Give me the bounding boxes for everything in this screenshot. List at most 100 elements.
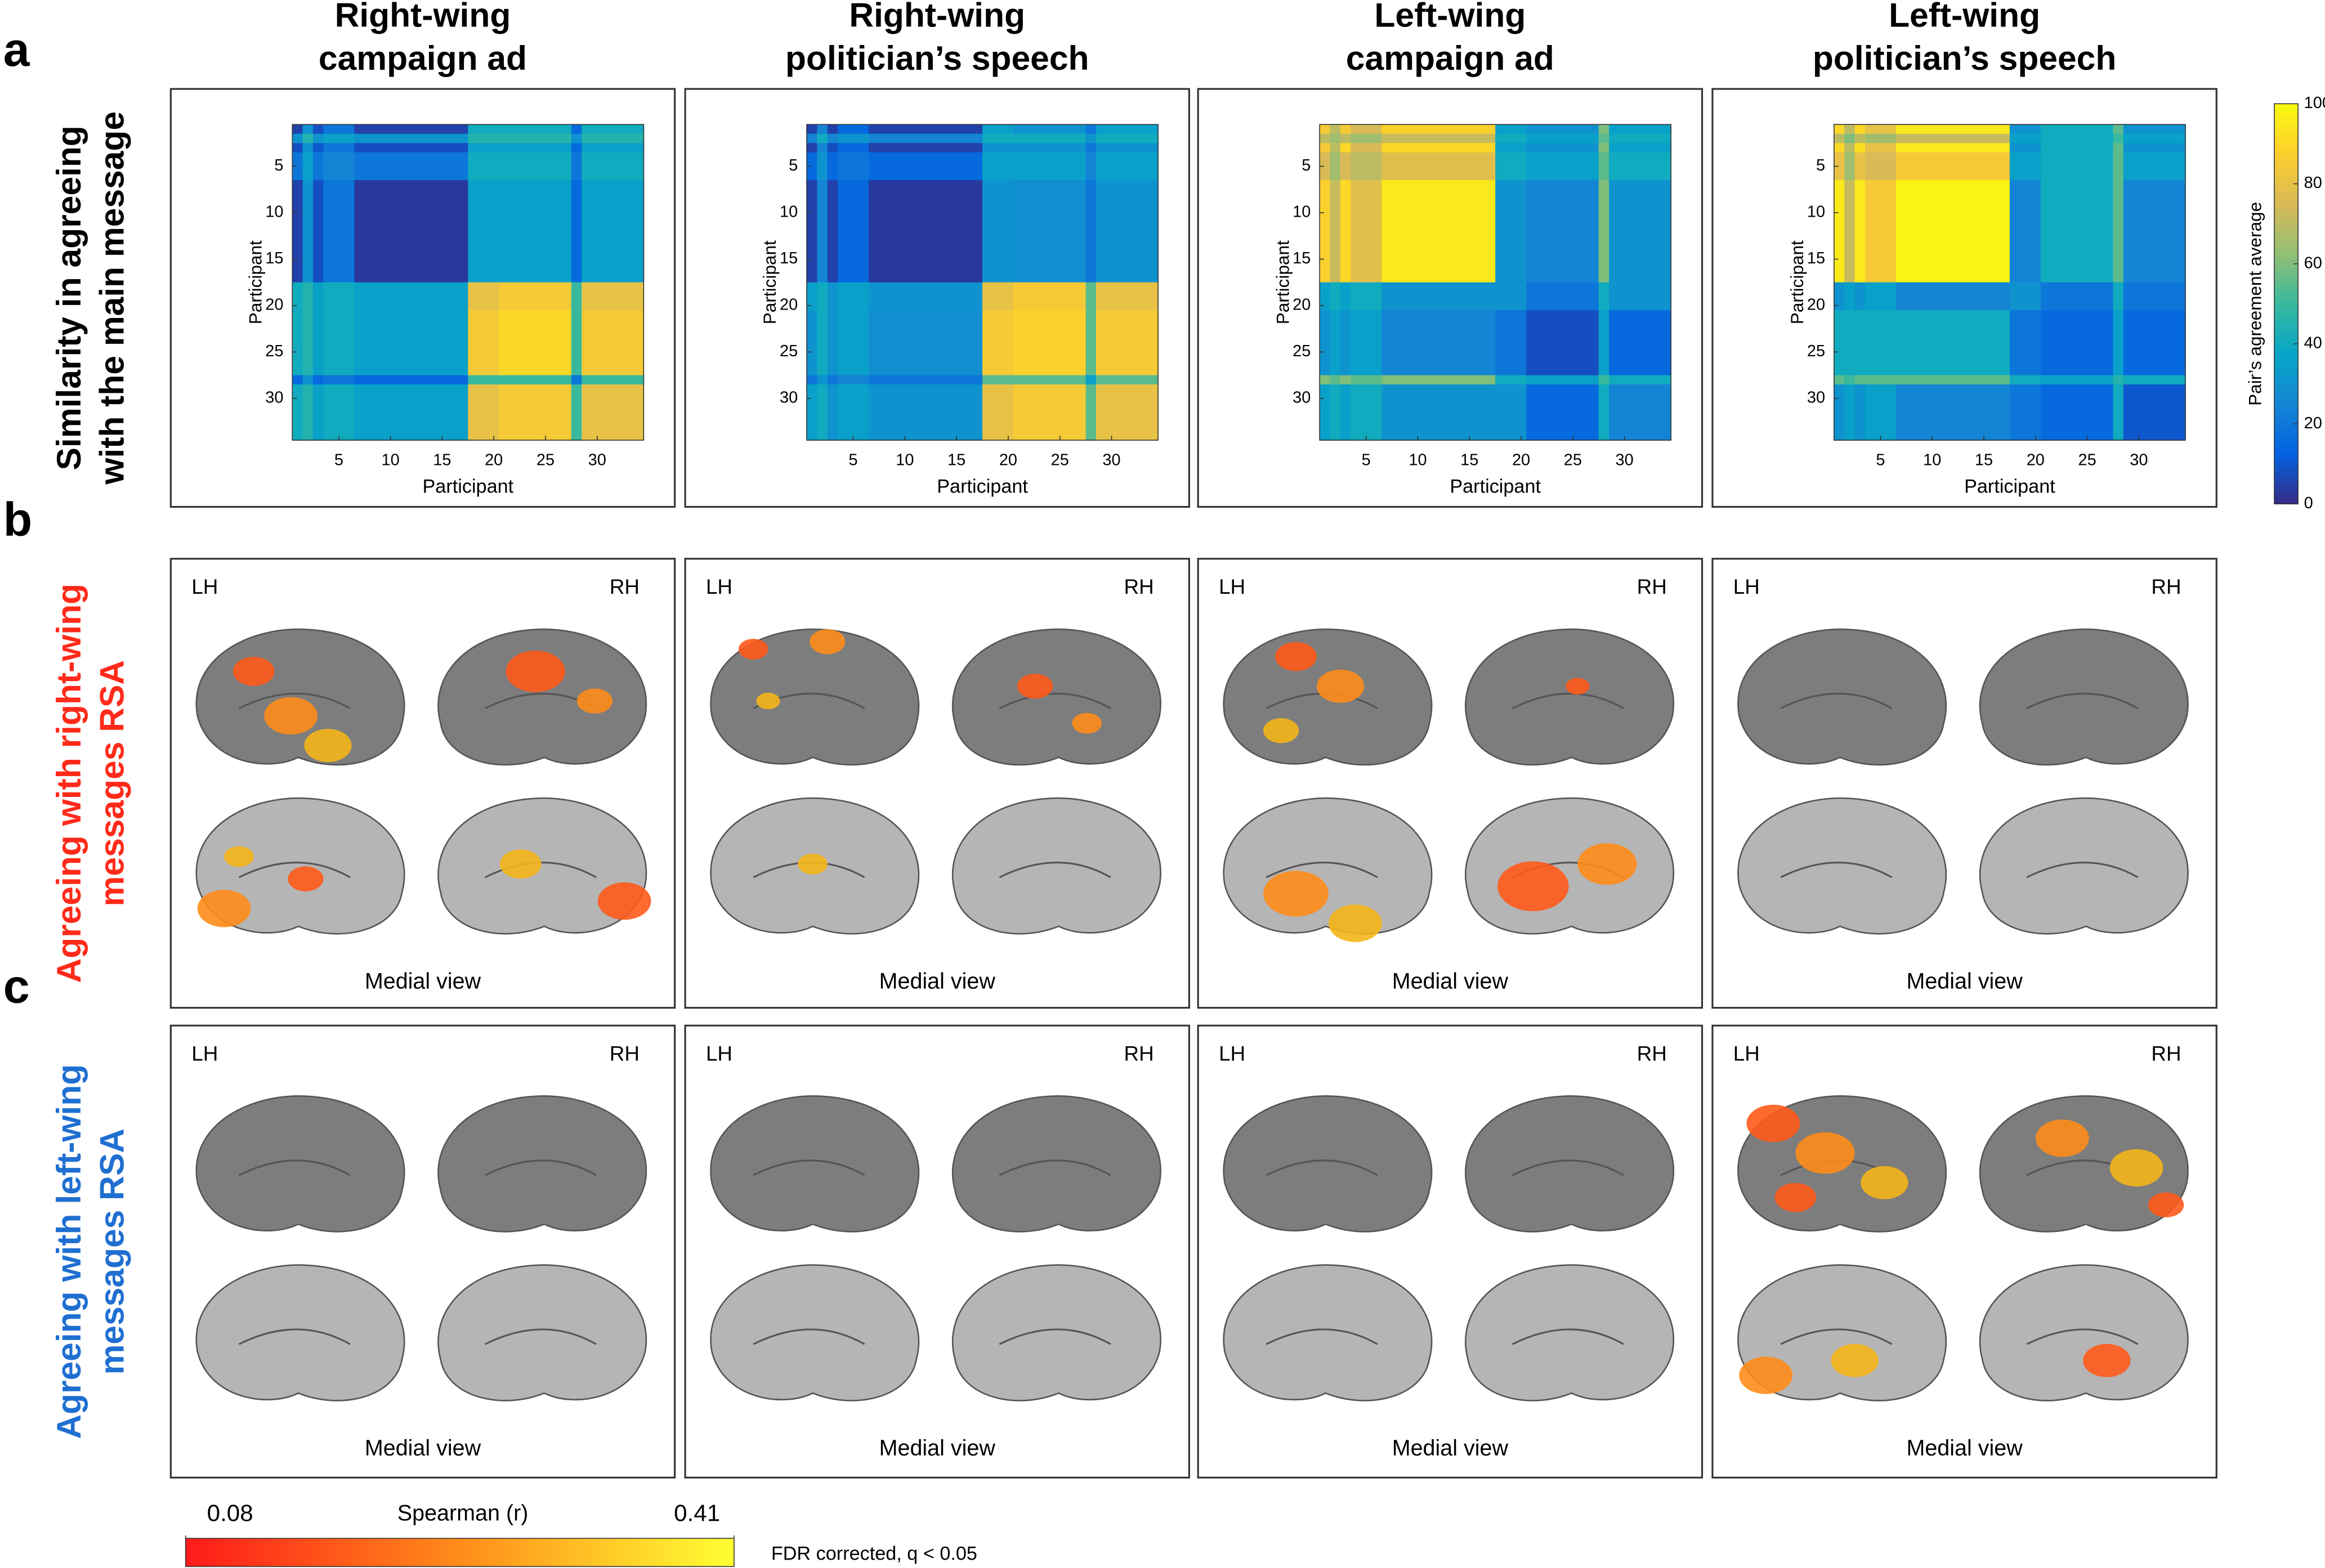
heatmap-cell [1330,375,1341,385]
activation [756,692,780,710]
heatmap-cell [1340,133,1351,144]
heatmap-cell [2123,143,2186,153]
panel-frame [169,88,676,508]
heatmap-cell [1320,310,1331,376]
brain [195,628,405,766]
heatmap-cell [1351,143,1383,153]
y-axis-label: Participant [759,240,780,324]
x-tick-label: 30 [1616,451,1634,469]
heatmap-cell [838,133,869,144]
heatmap-cell [982,282,1014,311]
view-label: Medial view [365,1436,481,1461]
heatmap-cell [312,152,324,181]
heatmap-cell [1330,282,1341,311]
heatmap-cell [312,310,324,376]
activation [1017,674,1053,699]
heatmap-cell [302,180,314,283]
heatmap-cell [2040,133,2114,144]
x-tick-label: 30 [2130,451,2148,469]
heatmap-cell [302,310,314,376]
y-tick-label: 5 [789,156,798,174]
heatmap-cell [1896,282,2010,311]
heatmap-cell [1865,152,1897,181]
x-tick-label: 5 [1876,451,1885,469]
y-tick-label: 25 [1293,342,1311,360]
heatmap-cell [468,152,500,181]
heatmap-cell [354,124,469,135]
heatmap-cell [2040,310,2114,376]
brain-fold [1266,862,1378,879]
x-tick-label: 15 [947,451,965,469]
heatmap-cell [807,375,818,385]
heatmap-cell [817,375,828,385]
heatmap-cell [1085,124,1097,135]
panel-frame [1197,1024,1703,1479]
brain-fold [753,1328,865,1345]
heatmap-cell [869,133,983,144]
heatmap-cell [1865,124,1897,135]
heatmap-cell [1013,375,1087,385]
heatmap-cell [312,124,324,135]
row-title: messages RSA [92,660,131,907]
heatmap-cell [869,282,983,311]
heatmap-cell [807,143,818,153]
heatmap-cell [807,384,818,441]
heatmap-cell [1598,384,1609,441]
heatmap-cell [869,375,983,385]
activation [2083,1343,2131,1377]
heatmap-cell [354,384,469,441]
view-label: Medial view [879,969,996,993]
heatmap-cell [807,152,818,181]
brain-fold [1512,1159,1624,1176]
x-tick-label: 15 [433,451,451,469]
brain [1737,628,1947,766]
plot-frame [1319,124,1672,441]
heatmap-cell [1320,375,1331,385]
y-tick-label: 25 [1807,342,1825,360]
heatmap-cell [1096,152,1159,181]
colorbar-tick-label: 0 [2304,494,2313,512]
heatmap-cell [1340,152,1351,181]
brain-fold [238,862,351,879]
brain-fold [238,1159,351,1176]
brain [1979,628,2189,766]
heatmap-cell [468,282,500,311]
heatmap-cell [1844,133,1855,144]
heatmap-cell [2040,180,2114,283]
heatmap-cell [1495,375,1527,385]
y-axis-label: Participant [245,240,265,324]
brain [1223,1095,1433,1233]
heatmap-cell [1854,310,1866,376]
heatmap-cell [1381,124,1496,135]
heatmap-cell [1854,143,1866,153]
heatmap-cell [1495,180,1527,283]
heatmap-cell [1854,133,1866,144]
heatmap-cell [582,375,645,385]
heatmap-cell [312,384,324,441]
plot-frame [292,124,645,441]
activation [224,846,254,867]
heatmap-cell [302,152,314,181]
view-label: Medial view [365,969,481,993]
heatmap-cell [468,310,500,376]
activation [810,629,846,655]
activation [1577,843,1637,885]
heatmap-cell [807,282,818,311]
heatmap-cell [1896,124,2010,135]
heatmap-cell [1526,310,1599,376]
heatmap-cell [571,310,583,376]
heatmap-cell [1834,282,1845,311]
spearman-tick-label: 0.08 [207,1499,253,1526]
heatmap-cell [807,124,818,135]
y-tick-label: 15 [780,249,798,267]
heatmap-cell [468,384,500,441]
heatmap-cell [1096,180,1159,283]
heatmap-cell [1013,133,1087,144]
x-tick-label: 15 [1460,451,1478,469]
heatmap-cell [1096,143,1159,153]
x-tick-label: 5 [849,451,858,469]
y-tick-label: 15 [1807,249,1825,267]
heatmap-cell [1381,282,1496,311]
heatmap-cell [827,384,838,441]
heatmap-cell [2009,310,2041,376]
